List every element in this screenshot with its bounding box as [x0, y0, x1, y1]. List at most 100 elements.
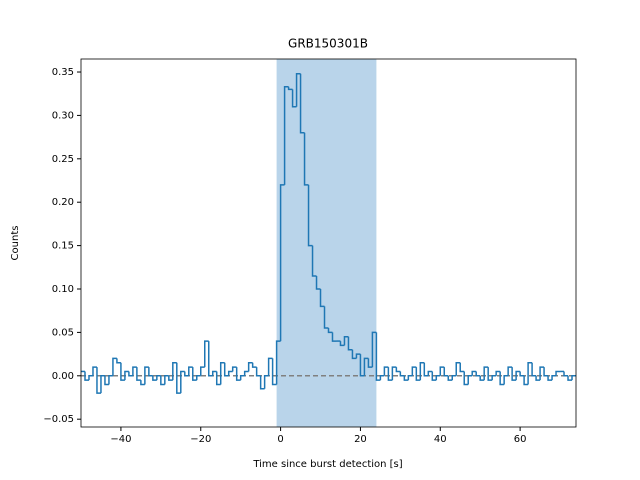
step	[491, 375, 497, 381]
y-tick-label: 0.00	[52, 371, 74, 382]
step	[219, 362, 225, 385]
step	[339, 341, 345, 347]
step	[527, 362, 533, 385]
step	[160, 375, 165, 386]
step	[196, 375, 201, 381]
step	[92, 366, 97, 376]
step	[347, 336, 353, 351]
x-tick-label: −20	[190, 434, 211, 445]
step	[423, 362, 429, 377]
step	[164, 375, 169, 385]
y-tick-label: 0.05	[52, 327, 74, 338]
step	[144, 366, 149, 385]
step	[207, 341, 213, 377]
step	[132, 366, 137, 376]
step	[543, 367, 549, 377]
step	[124, 370, 129, 381]
step	[519, 371, 525, 377]
step	[431, 371, 437, 381]
step	[411, 366, 417, 376]
step	[391, 366, 397, 381]
y-tick-label: 0.10	[52, 284, 74, 295]
step	[511, 367, 517, 381]
y-axis-label: Counts	[10, 226, 21, 261]
step	[435, 375, 441, 381]
step	[499, 371, 505, 386]
step	[547, 375, 553, 381]
step	[479, 375, 485, 381]
step	[351, 349, 357, 360]
y-tick-label: 0.20	[52, 197, 74, 208]
step	[215, 371, 221, 386]
step	[367, 358, 373, 368]
step	[467, 375, 473, 385]
step	[279, 184, 285, 342]
step	[140, 380, 145, 386]
step	[503, 375, 509, 385]
step	[303, 132, 309, 186]
step	[419, 362, 425, 381]
step	[223, 362, 229, 377]
step	[475, 371, 481, 377]
step	[331, 332, 337, 342]
y-tick-label: 0.25	[52, 154, 74, 165]
step	[148, 367, 153, 377]
step	[315, 275, 321, 290]
step	[287, 86, 293, 91]
step	[235, 367, 241, 381]
step	[211, 370, 217, 376]
step	[463, 371, 469, 386]
x-tick-label: 20	[354, 434, 367, 445]
step	[427, 370, 433, 376]
step	[307, 184, 313, 247]
step	[439, 366, 445, 376]
step	[535, 375, 541, 381]
step	[355, 353, 361, 359]
step	[104, 375, 109, 386]
y-tick-label: 0.15	[52, 241, 74, 252]
plot-frame	[80, 58, 577, 428]
step	[88, 375, 93, 381]
step	[136, 367, 141, 381]
step	[407, 375, 413, 381]
step	[327, 328, 333, 334]
x-tick-label: 60	[514, 434, 527, 445]
step	[447, 375, 453, 381]
step	[451, 375, 457, 381]
step	[120, 362, 125, 381]
step	[399, 371, 405, 377]
step	[299, 73, 305, 134]
step	[415, 367, 421, 381]
step	[551, 375, 557, 381]
step	[443, 367, 449, 377]
step	[471, 370, 477, 376]
step	[263, 375, 269, 389]
step	[483, 366, 489, 381]
step	[255, 367, 261, 377]
x-tick-label: 40	[434, 434, 447, 445]
step	[487, 367, 493, 381]
step	[192, 367, 197, 381]
step	[531, 362, 537, 377]
step	[539, 366, 545, 381]
step	[555, 370, 561, 376]
step	[343, 335, 349, 346]
step	[156, 375, 161, 381]
step	[227, 370, 233, 376]
step	[239, 375, 245, 381]
step	[291, 89, 297, 108]
step	[267, 357, 273, 376]
step	[567, 375, 573, 381]
step	[515, 370, 521, 381]
step	[128, 371, 133, 377]
step	[363, 357, 369, 376]
step	[271, 358, 277, 386]
step	[251, 362, 257, 368]
step	[259, 375, 265, 390]
step	[243, 370, 249, 376]
step	[188, 366, 193, 376]
step	[231, 366, 237, 372]
step	[495, 370, 501, 376]
step	[403, 375, 409, 381]
